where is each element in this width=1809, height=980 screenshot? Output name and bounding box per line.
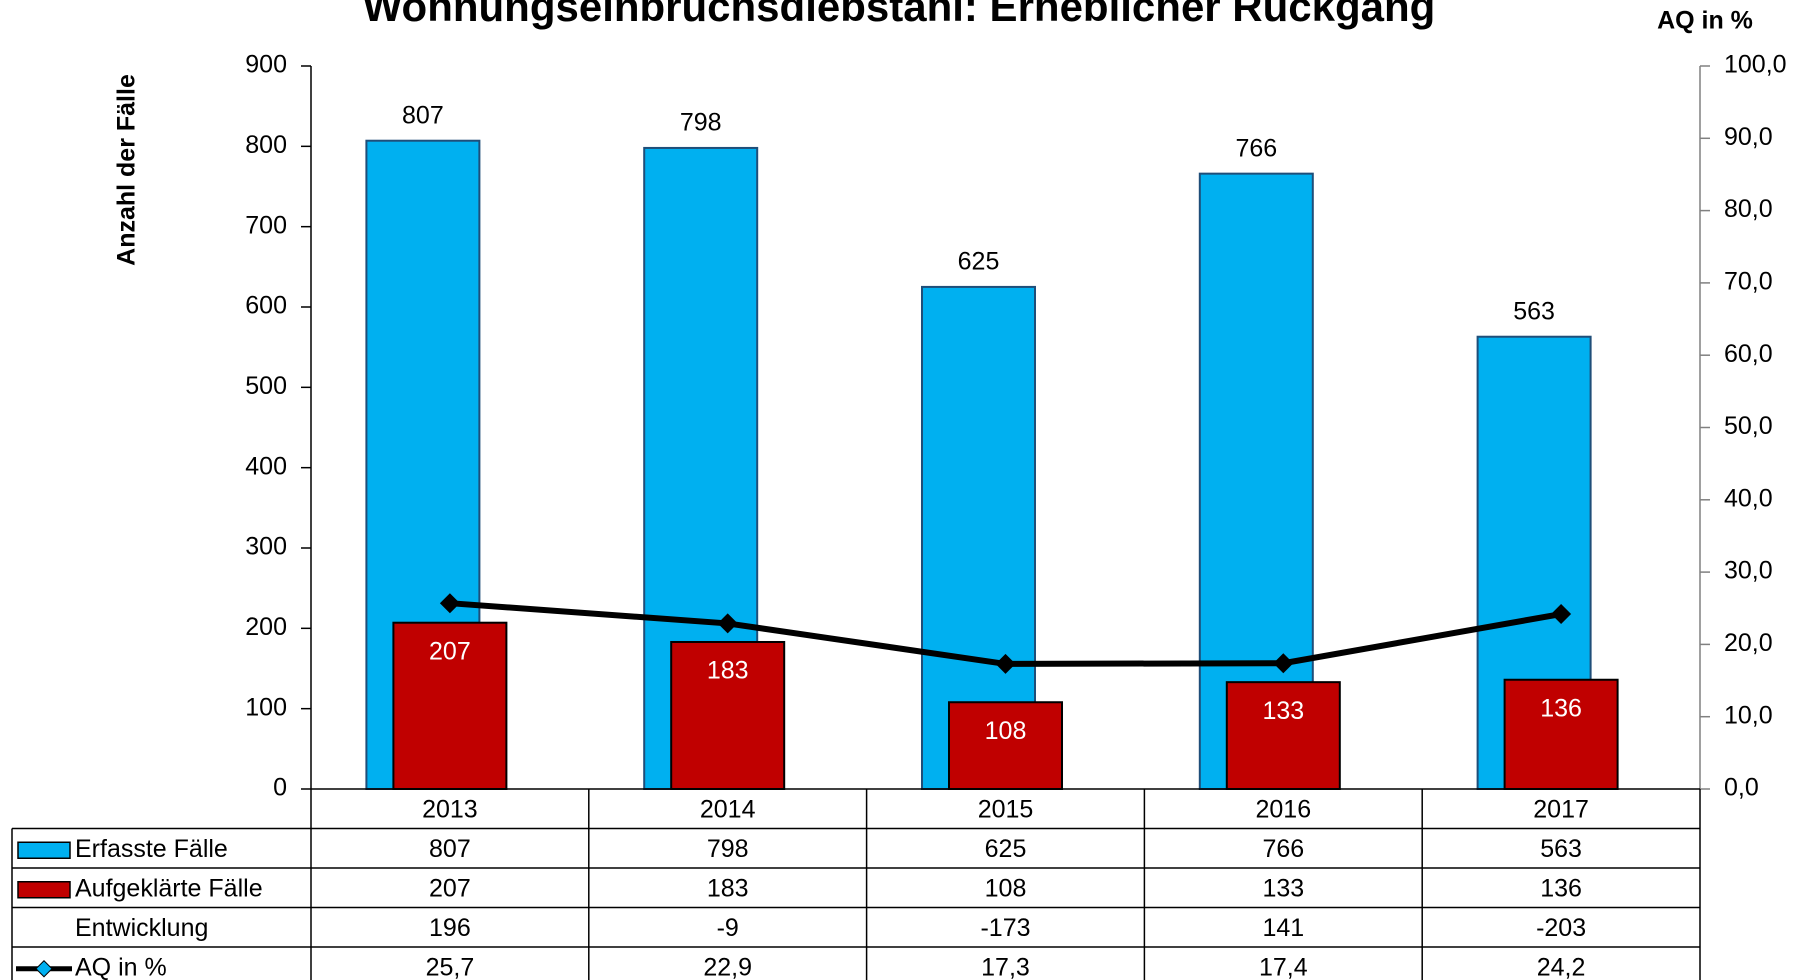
table-cell: -173 bbox=[980, 914, 1030, 942]
y2-tick-label: 10,0 bbox=[1724, 701, 1773, 729]
y2-tick-label: 40,0 bbox=[1724, 484, 1773, 512]
table-cell: 766 bbox=[1262, 835, 1304, 863]
y-tick-label: 400 bbox=[245, 452, 287, 480]
legend-key bbox=[17, 841, 71, 859]
y2-axis-label: AQ in % bbox=[1657, 7, 1753, 35]
y-tick-label: 100 bbox=[245, 693, 287, 721]
bar bbox=[948, 701, 1063, 790]
y2-tick-label: 90,0 bbox=[1724, 123, 1773, 151]
table-cell: 25,7 bbox=[426, 953, 475, 980]
x-tick-label: 2017 bbox=[1533, 795, 1589, 823]
y2-tick-label: 70,0 bbox=[1724, 268, 1773, 296]
legend-label: Entwicklung bbox=[75, 914, 208, 942]
data-label: 563 bbox=[1513, 297, 1555, 325]
table-cell: 141 bbox=[1262, 914, 1304, 942]
y2-tick-label: 50,0 bbox=[1724, 412, 1773, 440]
x-tick-label: 2013 bbox=[422, 795, 478, 823]
chart-title: Wohnungseinbruchsdiebstahl: Erheblicher … bbox=[363, 0, 1436, 30]
data-label: 183 bbox=[707, 657, 749, 685]
data-label: 136 bbox=[1540, 694, 1582, 722]
marker bbox=[1273, 653, 1294, 674]
data-label: 625 bbox=[958, 248, 1000, 276]
table-cell: 798 bbox=[707, 835, 749, 863]
table-cell: 133 bbox=[1262, 874, 1304, 902]
table-cell: 17,3 bbox=[981, 953, 1030, 980]
data-label: 766 bbox=[1235, 134, 1277, 162]
table-cell: 807 bbox=[429, 835, 471, 863]
data-label: 108 bbox=[985, 717, 1027, 745]
legend-key bbox=[17, 881, 71, 899]
x-tick-label: 2016 bbox=[1255, 795, 1311, 823]
table-cell: 183 bbox=[707, 874, 749, 902]
y-tick-label: 700 bbox=[245, 211, 287, 239]
x-tick-label: 2015 bbox=[978, 795, 1034, 823]
legend-label: Erfasste Fälle bbox=[75, 835, 228, 863]
y-axis-label: Anzahl der Fälle bbox=[113, 74, 141, 266]
table-cell: -9 bbox=[717, 914, 739, 942]
data-label: 207 bbox=[429, 637, 471, 665]
y2-tick-label: 0,0 bbox=[1724, 774, 1759, 802]
y-tick-label: 800 bbox=[245, 131, 287, 159]
table-cell: 207 bbox=[429, 874, 471, 902]
table-cell: 17,4 bbox=[1259, 953, 1308, 980]
bar bbox=[1503, 678, 1619, 790]
legend-key bbox=[35, 960, 53, 978]
table-cell: 136 bbox=[1540, 874, 1582, 902]
y2-tick-label: 100,0 bbox=[1724, 51, 1787, 79]
marker bbox=[995, 653, 1016, 674]
bar bbox=[670, 640, 786, 790]
y2-tick-label: 20,0 bbox=[1724, 629, 1773, 657]
table-cell: 22,9 bbox=[703, 953, 752, 980]
y-tick-label: 200 bbox=[245, 613, 287, 641]
y-tick-label: 0 bbox=[273, 774, 287, 802]
data-label: 807 bbox=[402, 101, 444, 129]
table-cell: 563 bbox=[1540, 835, 1582, 863]
table-cell: 24,2 bbox=[1537, 953, 1586, 980]
table-cell: 196 bbox=[429, 914, 471, 942]
marker bbox=[717, 613, 738, 634]
table-cell: 625 bbox=[985, 835, 1027, 863]
bar bbox=[392, 621, 508, 791]
y-tick-label: 900 bbox=[245, 51, 287, 79]
table-cell: 108 bbox=[985, 874, 1027, 902]
marker bbox=[439, 593, 460, 614]
y-tick-label: 600 bbox=[245, 292, 287, 320]
legend-label: Aufgeklärte Fälle bbox=[75, 874, 263, 902]
y-tick-label: 300 bbox=[245, 533, 287, 561]
table-cell: -203 bbox=[1536, 914, 1586, 942]
y-tick-label: 500 bbox=[245, 372, 287, 400]
data-label: 798 bbox=[680, 109, 722, 137]
marker bbox=[1551, 604, 1572, 625]
y2-tick-label: 80,0 bbox=[1724, 195, 1773, 223]
y2-tick-label: 30,0 bbox=[1724, 557, 1773, 585]
y2-tick-label: 60,0 bbox=[1724, 340, 1773, 368]
legend-label: AQ in % bbox=[75, 953, 167, 980]
data-label: 133 bbox=[1262, 697, 1304, 725]
x-tick-label: 2014 bbox=[700, 795, 756, 823]
